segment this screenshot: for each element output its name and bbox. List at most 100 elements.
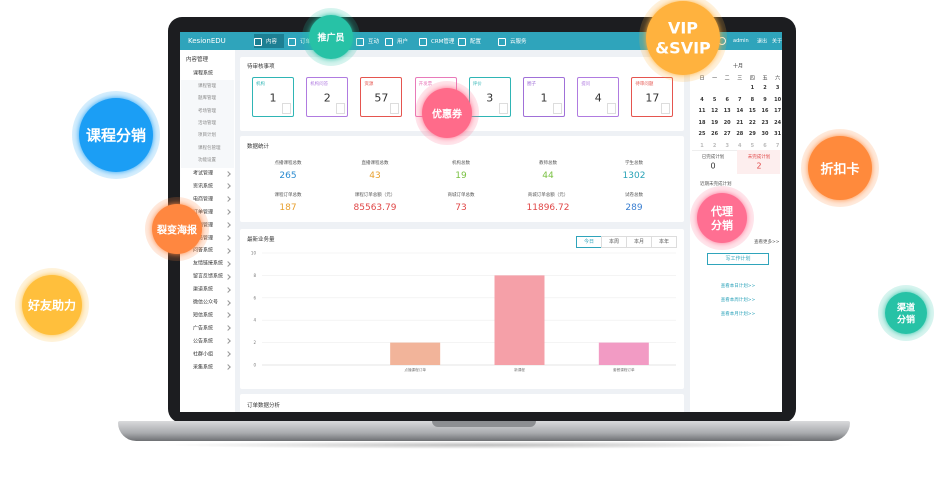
- calendar-day[interactable]: 4: [700, 96, 704, 103]
- nav-item[interactable]: 内容: [266, 39, 278, 45]
- screen: KesionEDU 内容 订单 互动 用户 CRM管理 配置 云服务 admin 退出 关于 内容管理…: [180, 32, 782, 412]
- calendar-day[interactable]: 3: [725, 143, 729, 149]
- calendar-day[interactable]: 16: [761, 108, 769, 115]
- sidebar-sub-item[interactable]: 题库管理: [198, 96, 216, 102]
- badge: [885, 292, 927, 334]
- plan-button[interactable]: 写工作计划: [707, 253, 769, 265]
- plan-link[interactable]: 查看本月计划>>: [720, 312, 756, 317]
- calendar-day[interactable]: 1: [750, 85, 755, 91]
- sidebar-group[interactable]: 问答系统: [193, 247, 214, 254]
- stat-label: 商城订单总额（元）: [527, 193, 569, 198]
- calendar-day[interactable]: 2: [763, 85, 767, 91]
- sidebar-sub-item[interactable]: 功能设置: [198, 157, 216, 163]
- calendar-day[interactable]: 17: [774, 108, 782, 115]
- stat-label: 试卷总数: [625, 193, 643, 198]
- plan-link[interactable]: 查看本日计划>>: [720, 284, 756, 289]
- sidebar-group[interactable]: 公告系统: [193, 338, 214, 345]
- nav-icon: [288, 38, 296, 46]
- sidebar-group[interactable]: 友情链接系统: [193, 260, 224, 267]
- sidebar-sub-item[interactable]: 课程管理: [198, 84, 216, 89]
- calendar-day[interactable]: 2: [712, 143, 717, 149]
- calendar-day[interactable]: 29: [748, 131, 756, 138]
- calendar-day[interactable]: 11: [698, 108, 706, 115]
- calendar-day[interactable]: 10: [774, 96, 782, 103]
- calendar-day[interactable]: 13: [723, 108, 731, 115]
- stat-label: 教师总数: [539, 161, 557, 166]
- todo-card[interactable]: [252, 77, 294, 117]
- sidebar-group[interactable]: 会员管理: [193, 235, 214, 241]
- nav-item[interactable]: CRM管理: [431, 39, 455, 45]
- nav-item[interactable]: 用户: [397, 39, 409, 45]
- nav-item[interactable]: 云服务: [510, 39, 527, 45]
- calendar-day[interactable]: 1: [700, 143, 704, 149]
- sidebar-sub-item[interactable]: 活动管理: [198, 120, 216, 126]
- calendar-day[interactable]: 30: [761, 131, 769, 138]
- sidebar-group[interactable]: 考试管理: [193, 170, 214, 177]
- sidebar-group[interactable]: 短信系统: [193, 312, 214, 319]
- sidebar-sub-item[interactable]: 课程包管理: [198, 145, 221, 151]
- calendar-day[interactable]: 26: [711, 131, 719, 138]
- calendar-day[interactable]: 3: [775, 85, 780, 91]
- calendar-day[interactable]: 25: [698, 131, 706, 138]
- calendar-day[interactable]: 6: [763, 143, 767, 149]
- calendar-day[interactable]: 31: [774, 131, 782, 138]
- sidebar-group[interactable]: 留言反馈系统: [193, 273, 224, 280]
- bar: [390, 342, 441, 365]
- calendar-day[interactable]: 7: [775, 143, 780, 149]
- calendar-day[interactable]: 18: [698, 119, 706, 126]
- chart-tab[interactable]: 本年: [651, 236, 677, 248]
- calendar-day[interactable]: 24: [774, 119, 782, 126]
- sidebar-open-group[interactable]: 课程系统: [193, 70, 214, 77]
- todo-card[interactable]: [306, 77, 349, 117]
- bar: [494, 275, 545, 365]
- calendar-day[interactable]: 5: [750, 143, 755, 149]
- y-tick-label: 0: [253, 363, 256, 368]
- calendar-day[interactable]: 8: [750, 96, 755, 103]
- todo-label: 机构: [256, 82, 265, 87]
- plan-link[interactable]: 查看本周计划>>: [720, 298, 756, 303]
- calendar-day[interactable]: 22: [748, 119, 756, 126]
- sidebar-group[interactable]: 微信公众号: [193, 299, 219, 306]
- calendar-day[interactable]: 15: [748, 108, 756, 115]
- calendar-day[interactable]: 19: [711, 119, 719, 126]
- badge-glow: [801, 129, 879, 207]
- calendar-day[interactable]: 7: [738, 96, 742, 103]
- top-link[interactable]: 退出: [757, 38, 768, 45]
- right-panel: [690, 50, 782, 412]
- calendar-day[interactable]: 9: [763, 96, 767, 103]
- calendar-day[interactable]: 4: [738, 143, 742, 149]
- calendar-day[interactable]: 27: [723, 131, 731, 138]
- nav-item[interactable]: 订单: [300, 39, 312, 45]
- todo-card[interactable]: [523, 77, 565, 117]
- top-link[interactable]: 关于: [772, 38, 782, 45]
- calendar-day[interactable]: 5: [712, 96, 717, 103]
- calendar-day[interactable]: 14: [736, 108, 744, 115]
- sidebar-group[interactable]: 资讯系统: [193, 183, 214, 190]
- sidebar-sub-item[interactable]: 考场管理: [198, 108, 216, 114]
- calendar-day[interactable]: 6: [725, 96, 729, 103]
- todo-card[interactable]: [577, 77, 620, 117]
- panel-title: 最新业务量: [247, 237, 275, 243]
- nav-item[interactable]: 配置: [470, 39, 482, 45]
- plan-more[interactable]: 查看更多>>: [754, 240, 780, 245]
- sidebar-group[interactable]: 订单管理: [193, 209, 214, 216]
- nav-icon: [356, 38, 364, 46]
- sidebar-group[interactable]: 渠道系统: [193, 286, 214, 293]
- todo-card[interactable]: [631, 77, 674, 117]
- sidebar-sub-item[interactable]: 项目计划: [198, 133, 216, 139]
- sidebar-group[interactable]: 广告系统: [193, 325, 214, 332]
- nav-item[interactable]: 互动: [368, 39, 380, 45]
- calendar-day[interactable]: 12: [711, 108, 719, 115]
- sidebar-group[interactable]: 电商管理: [193, 196, 214, 203]
- calendar-weekday: 五: [762, 75, 768, 82]
- calendar-day[interactable]: 28: [736, 131, 744, 138]
- calendar-day[interactable]: 21: [736, 119, 744, 126]
- calendar-day[interactable]: 20: [723, 119, 731, 126]
- sidebar-group[interactable]: 社群小组: [193, 351, 214, 358]
- sidebar-group[interactable]: 采集系统: [193, 364, 214, 370]
- todo-card[interactable]: [360, 77, 403, 117]
- user-name[interactable]: admin: [733, 38, 749, 44]
- sidebar-group[interactable]: 营销管理: [193, 222, 214, 229]
- todo-label: 圈子: [527, 82, 536, 87]
- calendar-day[interactable]: 23: [761, 119, 769, 126]
